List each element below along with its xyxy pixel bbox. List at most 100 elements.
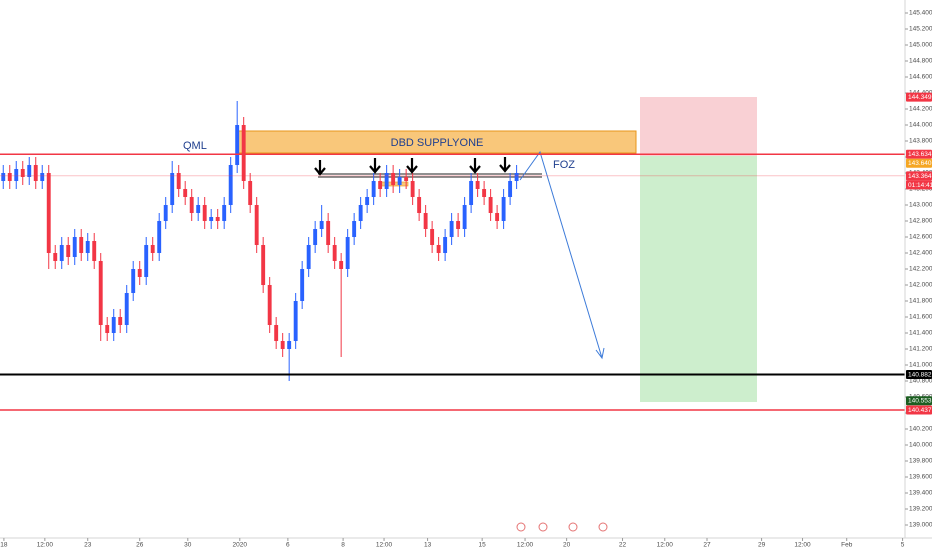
candle-body bbox=[92, 241, 97, 261]
price-tag bbox=[906, 149, 932, 159]
candle-body bbox=[176, 173, 181, 189]
price-tag-label: 140.553 bbox=[908, 398, 932, 405]
candle-body bbox=[235, 125, 240, 165]
icon[interactable] bbox=[568, 522, 578, 532]
icon[interactable] bbox=[598, 522, 608, 532]
candle-body bbox=[352, 221, 357, 237]
icon[interactable] bbox=[538, 522, 548, 532]
candle-body bbox=[443, 237, 448, 253]
candle-body bbox=[248, 181, 253, 205]
candle-body bbox=[131, 269, 136, 293]
countdown-tag bbox=[906, 180, 932, 190]
x-tick-label: 22 bbox=[619, 542, 627, 549]
candle-body bbox=[306, 245, 311, 269]
stop-zone bbox=[640, 97, 757, 156]
x-tick-label: Feb bbox=[841, 542, 853, 549]
price-tag bbox=[906, 405, 932, 415]
time-axis bbox=[0, 538, 932, 550]
price-tag-label: 143.364 bbox=[908, 173, 932, 180]
price-tag-label: 140.437 bbox=[908, 407, 932, 414]
x-tick-label: 13 bbox=[424, 542, 432, 549]
icon[interactable] bbox=[516, 522, 526, 532]
x-tick-label: 23 bbox=[84, 542, 92, 549]
y-tick-label: 141.600 bbox=[909, 314, 932, 321]
countdown-label: 01:14:41 bbox=[908, 182, 932, 189]
candle-body bbox=[469, 181, 474, 205]
candle-body bbox=[118, 317, 123, 325]
y-tick-label: 142.000 bbox=[909, 282, 932, 289]
x-tick-label: 20 bbox=[563, 542, 571, 549]
x-tick-label: 6 bbox=[286, 542, 290, 549]
y-tick-label: 139.800 bbox=[909, 458, 932, 465]
x-tick-label: 26 bbox=[136, 542, 144, 549]
y-tick-label: 141.200 bbox=[909, 346, 932, 353]
y-tick-label: 142.600 bbox=[909, 234, 932, 241]
price-tag-label: 143.640 bbox=[908, 160, 932, 167]
price-tag-label: 140.882 bbox=[908, 371, 932, 378]
arrow bbox=[469, 158, 481, 174]
candle-body bbox=[482, 189, 487, 197]
candle-body bbox=[430, 229, 435, 245]
candle-body bbox=[209, 217, 214, 221]
y-tick-label: 145.000 bbox=[909, 42, 932, 49]
candle-body bbox=[462, 205, 467, 229]
target-zone bbox=[640, 156, 757, 402]
candle-body bbox=[157, 221, 162, 253]
y-tick-label: 143.800 bbox=[909, 138, 932, 145]
candle-body bbox=[27, 165, 32, 177]
candle-body bbox=[14, 169, 19, 181]
x-tick-label: 15 bbox=[479, 542, 487, 549]
y-tick-label: 142.400 bbox=[909, 250, 932, 257]
y-tick-label: 141.400 bbox=[909, 330, 932, 337]
candle-body bbox=[189, 197, 194, 213]
foz-label: FOZ bbox=[553, 159, 575, 171]
candle-body bbox=[300, 269, 305, 301]
candle-body bbox=[371, 181, 376, 197]
zone-label: DBD SUPPLYONE bbox=[391, 137, 484, 149]
candle-body bbox=[319, 221, 324, 229]
candle-body bbox=[7, 173, 12, 181]
candle-body bbox=[105, 325, 110, 333]
y-tick-label: 144.200 bbox=[909, 106, 932, 113]
y-tick-label: 144.600 bbox=[909, 74, 932, 81]
candle-body bbox=[254, 205, 259, 245]
candle-body bbox=[339, 261, 344, 269]
price-tag bbox=[906, 369, 932, 379]
y-tick-label: 140.200 bbox=[909, 426, 932, 433]
candle-body bbox=[365, 197, 370, 205]
candle-body bbox=[332, 245, 337, 261]
candle-body bbox=[72, 237, 77, 257]
candle-body bbox=[358, 205, 363, 221]
price-tag bbox=[906, 158, 932, 168]
x-tick-label: 5 bbox=[901, 542, 905, 549]
x-tick-label: 12:00 bbox=[517, 542, 534, 549]
candle-body bbox=[46, 173, 51, 253]
candle-body bbox=[20, 169, 25, 177]
candle-body bbox=[66, 245, 71, 257]
y-tick-label: 139.600 bbox=[909, 474, 932, 481]
arrow bbox=[499, 157, 511, 173]
candle-body bbox=[228, 165, 233, 205]
candle-body bbox=[423, 213, 428, 229]
candle-body bbox=[495, 213, 500, 221]
candle-body bbox=[202, 205, 207, 221]
candle-body bbox=[417, 197, 422, 213]
price-axis bbox=[905, 0, 932, 550]
y-tick-label: 144.800 bbox=[909, 58, 932, 65]
arrow bbox=[314, 160, 326, 176]
candle-body bbox=[144, 245, 149, 277]
candle-body bbox=[79, 237, 84, 253]
drawings bbox=[237, 97, 757, 402]
x-tick-label: 30 bbox=[184, 542, 192, 549]
candle-body bbox=[280, 341, 285, 349]
candle-body bbox=[150, 245, 155, 253]
y-tick-label: 141.000 bbox=[909, 362, 932, 369]
candle-body bbox=[183, 189, 188, 197]
arrow bbox=[406, 158, 418, 174]
x-tick-label: 2020 bbox=[233, 542, 248, 549]
y-tick-label: 139.200 bbox=[909, 506, 932, 513]
candle-body bbox=[508, 181, 513, 197]
candle-body bbox=[287, 341, 292, 349]
